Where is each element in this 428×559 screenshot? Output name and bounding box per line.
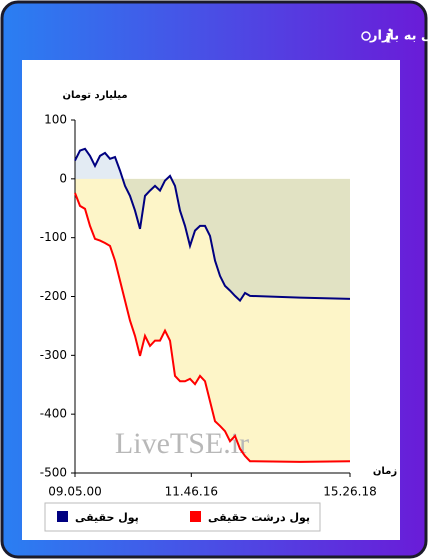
legend-label: پول درشت حقیقی: [208, 511, 310, 524]
y-tick-label: -300: [40, 348, 67, 362]
x-tick-label: 15.26.18: [323, 485, 376, 499]
legend-swatch: [57, 511, 68, 522]
series-line: [74, 192, 351, 463]
series-line: [74, 147, 351, 303]
x-tick-label: 11.46.16: [165, 485, 218, 499]
watermark: LiveTSE.ir: [115, 427, 249, 460]
y-tick-label: -400: [40, 407, 67, 421]
y-tick-label: 100: [44, 113, 67, 127]
x-tick-label: 09.05.00: [48, 485, 101, 499]
legend-swatch: [190, 511, 201, 522]
legend-label: پول حقیقی: [75, 511, 139, 524]
card-title: برآیند ورود و خروج پول حقیقی و پول درشت …: [369, 27, 428, 44]
chart: LiveTSE.ir -500 -400 -300 -200 -100 0 100 09.05.…: [40, 90, 397, 532]
x-axis-label: زمان: [373, 466, 397, 477]
info-icon[interactable]: i: [386, 26, 392, 48]
y-tick-label: -500: [40, 466, 67, 480]
y-tick-label: -200: [40, 289, 67, 303]
title-icon: [361, 31, 371, 41]
y-axis-label: میلیارد تومان: [62, 90, 127, 101]
legend-box: [44, 502, 321, 532]
y-tick-label: -100: [40, 230, 67, 244]
series-area: [75, 148, 350, 301]
y-tick-label: 0: [59, 171, 67, 185]
series-area: [75, 178, 350, 462]
